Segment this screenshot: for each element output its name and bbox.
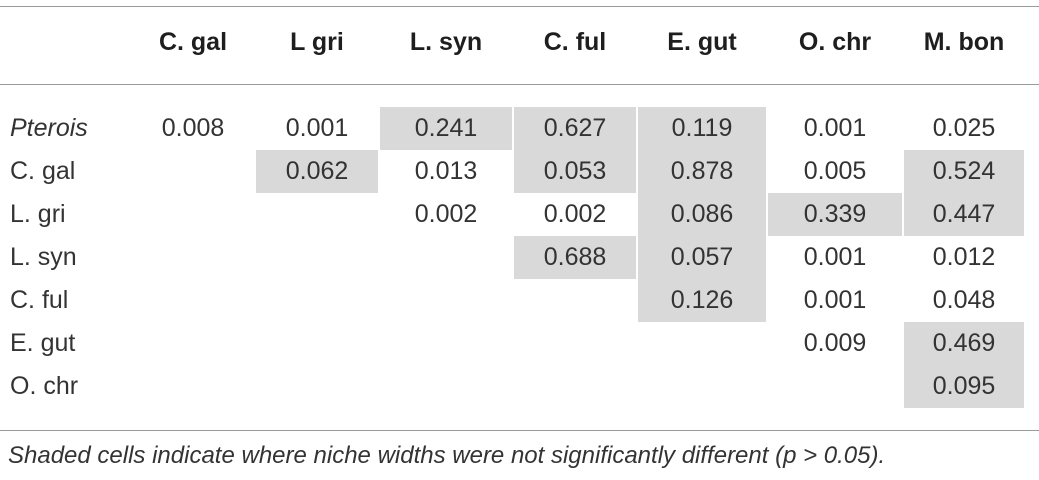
empty-cell (256, 365, 378, 408)
empty-cell (256, 193, 378, 236)
empty-cell (380, 365, 512, 408)
empty-cell (256, 279, 378, 322)
row-header: L. gri (10, 200, 66, 228)
col-header: L. syn (409, 27, 483, 56)
table-body: Pterois 0.008 0.001 0.241 0.627 0.119 0.001 0.0… (2, 64, 1024, 408)
top-rule (0, 6, 1039, 7)
empty-cell (380, 322, 512, 365)
empty-cell (768, 365, 902, 408)
empty-cell (132, 150, 254, 193)
row-header: Pterois (10, 114, 88, 142)
table-cell: 0.627 (514, 107, 636, 150)
empty-cell (380, 279, 512, 322)
table-footnote: Shaded cells indicate where niche widths… (8, 442, 886, 469)
table-row: O. chr 0.095 (2, 365, 1024, 408)
table-row: C. ful 0.126 0.001 0.048 (2, 279, 1024, 322)
table-cell: 0.002 (414, 200, 478, 228)
table-cell: 0.001 (803, 114, 867, 142)
table-cell: 0.001 (803, 286, 867, 314)
header-corner (2, 20, 130, 64)
empty-cell (638, 365, 766, 408)
table-cell: 0.012 (932, 243, 996, 271)
table-row: L. gri 0.002 0.002 0.086 0.339 0.447 (2, 193, 1024, 236)
empty-cell (132, 193, 254, 236)
empty-cell (514, 365, 636, 408)
table-row: C. gal 0.062 0.013 0.053 0.878 0.005 0.524 (2, 150, 1024, 193)
empty-cell (514, 322, 636, 365)
table-cell: 0.053 (514, 150, 636, 193)
header-row: C. gal L gri L. syn C. ful E. gut O. chr… (2, 20, 1024, 64)
table-row: L. syn 0.688 0.057 0.001 0.012 (2, 236, 1024, 279)
table-cell: 0.878 (638, 150, 766, 193)
table-cell: 0.008 (161, 114, 225, 142)
table-cell: 0.469 (904, 322, 1024, 365)
table-cell: 0.086 (638, 193, 766, 236)
table-cell: 0.339 (768, 193, 902, 236)
col-header: C. ful (543, 27, 607, 56)
table-cell: 0.005 (803, 157, 867, 185)
table-cell: 0.447 (904, 193, 1024, 236)
col-header: C. gal (158, 27, 228, 56)
empty-cell (514, 279, 636, 322)
bottom-rule (0, 430, 1039, 431)
empty-cell (132, 236, 254, 279)
table-cell: 0.057 (638, 236, 766, 279)
table-cell: 0.002 (543, 200, 607, 228)
spacer-row (2, 64, 1024, 107)
table-cell: 0.013 (414, 157, 478, 185)
table-cell: 0.001 (285, 114, 349, 142)
table-cell: 0.119 (638, 107, 766, 150)
row-header: E. gut (10, 329, 76, 357)
table-cell: 0.062 (256, 150, 378, 193)
table-cell: 0.001 (803, 243, 867, 271)
table-cell: 0.095 (904, 365, 1024, 408)
table-row: Pterois 0.008 0.001 0.241 0.627 0.119 0.001 0.0… (2, 107, 1024, 150)
table-cell: 0.048 (932, 286, 996, 314)
empty-cell (132, 279, 254, 322)
row-header: C. ful (10, 286, 69, 314)
table-cell: 0.524 (904, 150, 1024, 193)
col-header: M. bon (923, 27, 1005, 56)
table-cell: 0.009 (803, 329, 867, 357)
empty-cell (132, 322, 254, 365)
table-cell: 0.126 (638, 279, 766, 322)
empty-cell (256, 322, 378, 365)
table-cell: 0.241 (380, 107, 512, 150)
row-header: L. syn (10, 243, 77, 271)
empty-cell (256, 236, 378, 279)
row-header: O. chr (10, 372, 79, 400)
niche-width-table: C. gal L gri L. syn C. ful E. gut O. chr… (0, 20, 1026, 408)
table-cell: 0.688 (514, 236, 636, 279)
empty-cell (132, 365, 254, 408)
table-row: E. gut 0.009 0.469 (2, 322, 1024, 365)
col-header: L gri (290, 27, 344, 56)
empty-cell (380, 236, 512, 279)
col-header: E. gut (667, 27, 737, 56)
col-header: O. chr (798, 27, 872, 56)
row-header: C. gal (10, 157, 76, 185)
header-rule (0, 84, 1039, 85)
table-cell: 0.025 (932, 114, 996, 142)
empty-cell (638, 322, 766, 365)
